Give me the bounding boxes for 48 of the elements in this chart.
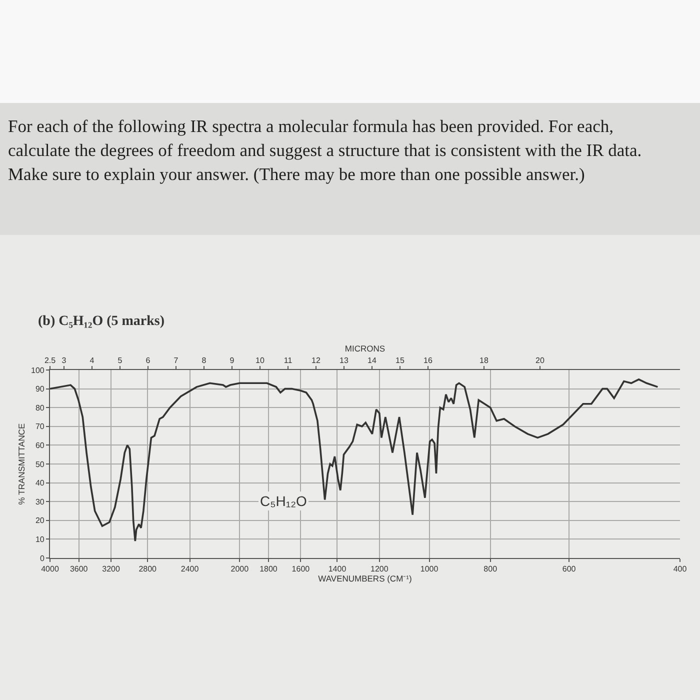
y-tick-label: 10: [35, 535, 45, 544]
x2-tick-label: 7: [174, 356, 179, 365]
x-tick-label: 2400: [180, 564, 200, 574]
y-tick-label: 50: [35, 460, 45, 469]
x2-tick-label: 16: [424, 356, 433, 365]
x2-tick-label: 15: [396, 356, 405, 365]
x-tick-label: 3200: [102, 564, 120, 574]
x2-tick-label: 14: [368, 356, 377, 365]
x-tick-label: 800: [484, 564, 498, 574]
x-tick-label: 2800: [138, 564, 158, 574]
y-tick-label: 30: [35, 497, 45, 506]
y-tick-label: 60: [35, 441, 45, 450]
x-tick-label: 1400: [328, 564, 347, 574]
y-axis-title: % TRANSMITTANCE: [16, 422, 27, 505]
x-tick-label: 1800: [260, 564, 278, 574]
annotation: C₅H₁₂O: [260, 493, 308, 509]
y-tick-label: 70: [35, 422, 45, 432]
x2-tick-label: 3: [62, 356, 67, 365]
chart-subtitle: (b) C₅H₁₂O (5 marks): [38, 314, 165, 330]
x-tick-label: 2000: [230, 564, 250, 574]
x2-tick-label: 6: [146, 356, 151, 365]
x-tick-label: 1200: [370, 564, 389, 574]
x2-tick-label: 20: [536, 356, 545, 365]
chart-title: For each of the following IR spectra a molecular formula has been provided. For each, calculate the degrees of freedom and suggest a structure that is consistent with the IR data. Make sure to explain your answer. (There may be more than one possible answer.): [8, 115, 643, 186]
x2-axis-title: MICRONS: [344, 343, 386, 354]
x-axis-title: WAVENUMBERS (CM⁻¹): [318, 574, 412, 584]
x-tick-label: 4000: [41, 564, 60, 574]
x2-tick-label: 12: [312, 356, 321, 365]
x-tick-label: 3600: [70, 564, 88, 574]
x2-tick-label: 10: [256, 356, 265, 365]
y-tick-label: 0: [40, 554, 45, 563]
x2-tick-label: 4: [90, 356, 95, 365]
x2-tick-label: 2.5: [44, 356, 56, 365]
x-tick-label: 1600: [292, 564, 310, 574]
y-tick-label: 20: [35, 516, 45, 526]
x-tick-label: 1000: [420, 564, 439, 574]
x-tick-label: 600: [562, 564, 576, 574]
x2-tick-label: 13: [340, 356, 349, 365]
y-tick-label: 80: [35, 403, 45, 412]
y-tick-label: 100: [31, 366, 45, 375]
x2-tick-label: 11: [284, 356, 293, 365]
x2-tick-label: 8: [202, 356, 207, 365]
x2-tick-label: 9: [230, 356, 235, 365]
x2-tick-label: 18: [480, 356, 489, 365]
x2-tick-label: 5: [118, 356, 123, 365]
x-tick-label: 400: [673, 564, 688, 574]
y-tick-label: 90: [35, 384, 45, 394]
y-tick-label: 40: [35, 478, 45, 488]
